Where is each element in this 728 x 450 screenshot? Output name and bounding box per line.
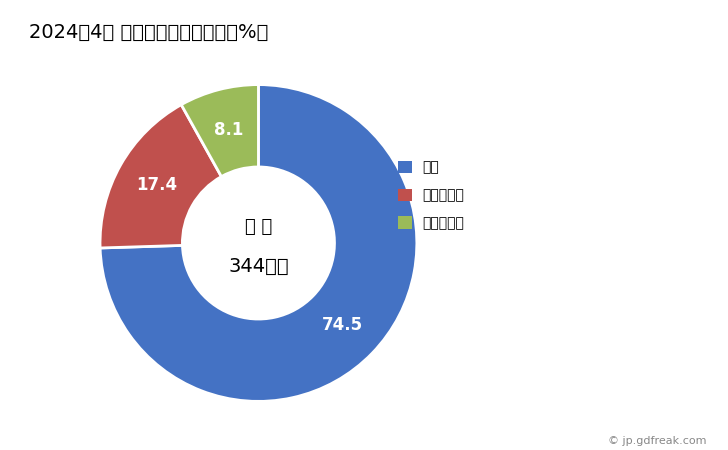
Legend: 韓国, カンボジア, スリランカ: 韓国, カンボジア, スリランカ [392, 155, 470, 236]
Wedge shape [100, 85, 417, 401]
Wedge shape [100, 105, 221, 248]
Text: © jp.gdfreak.com: © jp.gdfreak.com [608, 436, 706, 446]
Text: 2024年4月 輸出相手国のシェア（%）: 2024年4月 輸出相手国のシェア（%） [29, 22, 269, 41]
Text: 総 額: 総 額 [245, 218, 272, 236]
Text: 17.4: 17.4 [136, 176, 177, 194]
Text: 8.1: 8.1 [214, 121, 244, 139]
Text: 344万円: 344万円 [228, 257, 289, 276]
Text: 74.5: 74.5 [322, 315, 363, 333]
Wedge shape [181, 85, 258, 176]
